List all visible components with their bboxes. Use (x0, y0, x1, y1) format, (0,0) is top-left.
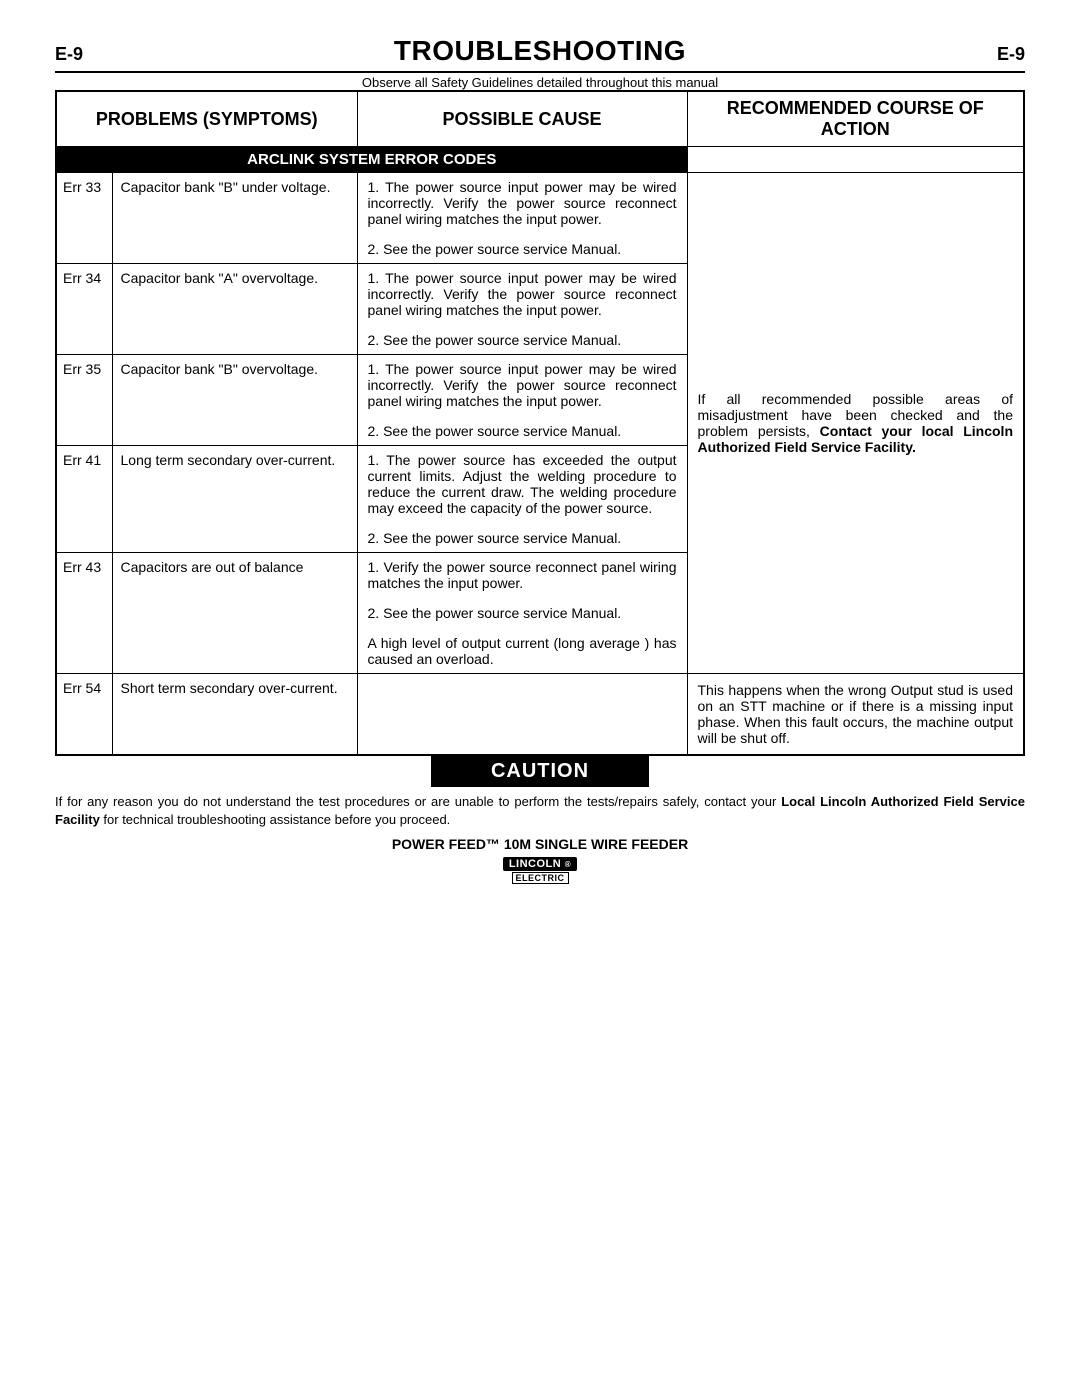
err-code: Err 33 (56, 173, 112, 264)
section-bar-row: ARCLINK SYSTEM ERROR CODES (56, 147, 1024, 173)
err-code: Err 35 (56, 355, 112, 446)
caution-post: for technical troubleshooting assistance… (100, 812, 451, 827)
footer-title: POWER FEED™ 10M SINGLE WIRE FEEDER (55, 836, 1025, 852)
recommended-main: If all recommended possible areas of mis… (687, 173, 1024, 674)
err-code: Err 54 (56, 674, 112, 756)
err-code: Err 41 (56, 446, 112, 553)
troubleshoot-table: PROBLEMS (SYMPTOMS) POSSIBLE CAUSE RECOM… (55, 90, 1025, 756)
cause-item: 2. See the power source service Manual. (368, 530, 677, 546)
cause-item: 2. See the power source service Manual. (368, 605, 677, 621)
th-possible: POSSIBLE CAUSE (357, 91, 687, 147)
cause-item: 1. Verify the power source reconnect pan… (368, 559, 677, 591)
cause-item: 1. The power source has exceeded the out… (368, 452, 677, 516)
th-problems: PROBLEMS (SYMPTOMS) (56, 91, 357, 147)
section-bar-label: ARCLINK SYSTEM ERROR CODES (56, 147, 687, 173)
logo-text: LINCOLN (509, 858, 561, 870)
cause-item: 2. See the power source service Manual. (368, 241, 677, 257)
err-symptom: Long term secondary over-current. (112, 446, 357, 553)
cause-item: 1. The power source input power may be w… (368, 179, 677, 227)
err-cause (357, 674, 687, 756)
cause-item: 1. The power source input power may be w… (368, 361, 677, 409)
err-symptom: Short term secondary over-current. (112, 674, 357, 756)
err-cause: 1. The power source input power may be w… (357, 355, 687, 446)
recommended-err54: This happens when the wrong Output stud … (687, 674, 1024, 756)
th-recommended: RECOMMENDED COURSE OF ACTION (687, 91, 1024, 147)
caution-text: If for any reason you do not understand … (55, 793, 1025, 828)
err-code: Err 34 (56, 264, 112, 355)
lincoln-logo: LINCOLN ® (503, 857, 577, 871)
cause-item: 1. The power source input power may be w… (368, 270, 677, 318)
err-symptom: Capacitor bank "B" overvoltage. (112, 355, 357, 446)
caution-section: CAUTION (55, 756, 1025, 787)
err-cause: 1. The power source has exceeded the out… (357, 446, 687, 553)
err-code: Err 43 (56, 553, 112, 674)
page-id-left: E-9 (55, 44, 83, 65)
err-symptom: Capacitor bank "A" overvoltage. (112, 264, 357, 355)
err-cause: 1. The power source input power may be w… (357, 173, 687, 264)
page-id-right: E-9 (997, 44, 1025, 65)
cause-item: 2. See the power source service Manual. (368, 423, 677, 439)
caution-label: CAUTION (431, 756, 649, 787)
cause-item: 2. See the power source service Manual. (368, 332, 677, 348)
err-symptom: Capacitors are out of balance (112, 553, 357, 674)
err-cause: 1. The power source input power may be w… (357, 264, 687, 355)
table-header-row: PROBLEMS (SYMPTOMS) POSSIBLE CAUSE RECOM… (56, 91, 1024, 147)
err-symptom: Capacitor bank "B" under voltage. (112, 173, 357, 264)
footer-logo-wrap: LINCOLN ® ELECTRIC (55, 854, 1025, 890)
observe-line: Observe all Safety Guidelines detailed t… (55, 75, 1025, 90)
cause-item: A high level of output current (long ave… (368, 635, 677, 667)
table-row: Err 33 Capacitor bank "B" under voltage.… (56, 173, 1024, 264)
caution-pre: If for any reason you do not understand … (55, 794, 781, 809)
page-title: TROUBLESHOOTING (394, 35, 686, 67)
lincoln-logo-sub: ELECTRIC (512, 872, 569, 884)
page-header: E-9 TROUBLESHOOTING E-9 (55, 35, 1025, 73)
page-footer: POWER FEED™ 10M SINGLE WIRE FEEDER LINCO… (55, 836, 1025, 890)
table-row: Err 54 Short term secondary over-current… (56, 674, 1024, 756)
err-cause: 1. Verify the power source reconnect pan… (357, 553, 687, 674)
section-bar-empty (687, 147, 1024, 173)
